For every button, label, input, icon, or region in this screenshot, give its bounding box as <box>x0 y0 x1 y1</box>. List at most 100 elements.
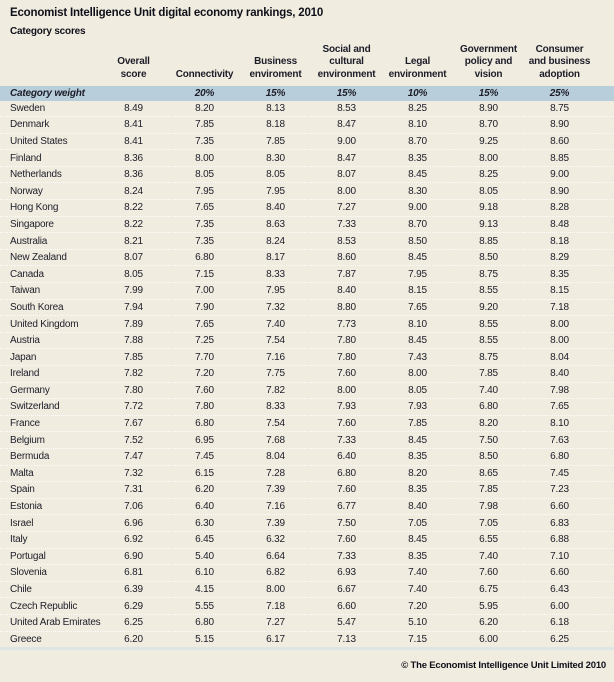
score-cell: 8.45 <box>382 331 453 349</box>
category-weight-value: 15% <box>311 86 382 101</box>
score-cell: 7.85 <box>453 365 524 383</box>
score-cell: 7.54 <box>240 331 311 349</box>
score-cell: 6.82 <box>240 564 311 582</box>
score-cell: 6.80 <box>169 613 240 631</box>
table-row: France 7.67 6.80 7.54 7.60 7.85 8.20 8.10 <box>0 414 614 432</box>
row-filler <box>595 481 614 499</box>
score-cell: 7.10 <box>524 547 595 565</box>
score-cell: 7.43 <box>382 348 453 366</box>
country-cell: Australia <box>0 232 98 250</box>
row-filler <box>595 530 614 549</box>
score-cell: 6.20 <box>98 630 169 651</box>
score-cell: 7.90 <box>169 298 240 316</box>
score-cell: 7.32 <box>98 464 169 482</box>
score-cell: 8.33 <box>240 265 311 283</box>
table-row: Slovenia 6.81 6.10 6.82 6.93 7.40 7.60 6.60 <box>0 564 614 582</box>
score-cell: 8.50 <box>453 248 524 266</box>
row-filler <box>595 298 614 316</box>
row-filler <box>595 630 614 651</box>
score-cell: 6.00 <box>453 630 524 651</box>
column-header: Consumer and business adoption <box>528 43 591 80</box>
score-cell: 7.20 <box>382 597 453 615</box>
score-cell: 5.40 <box>169 547 240 565</box>
score-cell: 6.40 <box>311 447 382 466</box>
score-cell: 6.80 <box>169 414 240 432</box>
score-cell: 7.60 <box>311 365 382 383</box>
score-cell: 8.35 <box>382 447 453 466</box>
score-cell: 9.00 <box>311 132 382 150</box>
score-cell: 7.33 <box>311 431 382 449</box>
score-cell: 7.35 <box>169 232 240 250</box>
country-cell: Austria <box>0 331 98 349</box>
score-cell: 7.65 <box>382 298 453 316</box>
score-cell: 7.50 <box>311 514 382 532</box>
score-cell: 7.45 <box>169 447 240 466</box>
score-cell: 7.98 <box>524 381 595 399</box>
country-cell: South Korea <box>0 298 98 316</box>
score-cell: 8.45 <box>382 530 453 549</box>
country-cell: United States <box>0 132 98 150</box>
table-row: Finland 8.36 8.00 8.30 8.47 8.35 8.00 8.85 <box>0 149 614 167</box>
score-cell: 7.85 <box>98 348 169 366</box>
country-cell: United Arab Emirates <box>0 613 101 631</box>
score-cell: 8.45 <box>382 248 453 266</box>
score-cell: 8.35 <box>382 149 453 167</box>
score-cell: 8.40 <box>311 282 382 300</box>
score-cell: 8.35 <box>382 481 453 499</box>
score-cell: 7.52 <box>98 431 169 449</box>
score-cell: 8.75 <box>550 102 569 114</box>
score-cell: 6.60 <box>311 597 382 615</box>
score-cell: 6.83 <box>524 514 595 532</box>
score-cell: 7.60 <box>453 564 524 582</box>
score-cell: 6.43 <box>524 580 595 598</box>
score-cell: 8.05 <box>240 165 311 183</box>
row-filler <box>595 365 614 383</box>
score-cell: 8.25 <box>453 165 524 183</box>
score-cell: 6.20 <box>453 613 524 631</box>
score-cell: 8.21 <box>98 232 169 250</box>
score-cell: 8.45 <box>382 165 453 183</box>
table-row: Singapore 8.22 7.35 8.63 7.33 8.70 9.13 8.48 <box>0 215 614 233</box>
score-cell: 7.60 <box>311 530 382 549</box>
score-cell: 8.40 <box>382 497 453 515</box>
column-header: Business enviroment <box>249 56 302 80</box>
row-filler <box>595 232 614 250</box>
score-cell: 7.33 <box>311 215 382 233</box>
score-cell: 7.50 <box>453 431 524 449</box>
score-cell: 8.05 <box>453 182 524 200</box>
score-cell: 7.06 <box>98 497 169 515</box>
score-cell: 8.50 <box>453 447 524 466</box>
score-cell: 6.20 <box>169 481 240 499</box>
table-row: United States 8.41 7.35 7.85 9.00 8.70 9.25 8.6… <box>0 132 614 150</box>
table-row: Estonia 7.06 6.40 7.16 6.77 8.40 7.98 6.60 <box>0 497 614 515</box>
score-cell: 6.77 <box>311 497 382 515</box>
category-weight-label: Category weight <box>0 86 98 101</box>
score-cell: 8.36 <box>98 165 169 183</box>
score-cell: 7.05 <box>453 514 524 532</box>
score-cell: 6.80 <box>524 447 595 466</box>
country-cell: Portugal <box>0 547 98 565</box>
score-cell: 7.65 <box>169 199 240 217</box>
score-cell: 5.95 <box>453 597 524 615</box>
score-cell: 8.15 <box>524 282 595 300</box>
score-cell: 7.45 <box>524 464 595 482</box>
score-cell: 8.40 <box>524 365 595 383</box>
table-row: Denmark 8.41 7.85 8.18 8.47 8.10 8.70 8.90 <box>0 116 614 134</box>
score-cell: 6.29 <box>98 597 169 615</box>
score-cell: 7.25 <box>169 331 240 349</box>
score-cell: 8.45 <box>382 431 453 449</box>
score-cell: 8.70 <box>453 116 524 134</box>
score-cell: 8.85 <box>524 149 595 167</box>
score-cell: 7.85 <box>169 116 240 134</box>
score-cell: 9.00 <box>382 199 453 217</box>
score-cell: 8.20 <box>453 414 524 432</box>
country-cell: Switzerland <box>0 398 98 416</box>
column-header: Connectivity <box>175 68 234 80</box>
row-filler <box>595 199 614 217</box>
country-cell: Slovenia <box>0 564 98 582</box>
score-cell: 8.47 <box>311 149 382 167</box>
category-weight-value <box>98 86 169 101</box>
row-filler <box>595 331 614 349</box>
country-cell: Canada <box>0 265 98 283</box>
table-row: New Zealand 8.07 6.80 8.17 8.60 8.45 8.50 8.29 <box>0 248 614 266</box>
